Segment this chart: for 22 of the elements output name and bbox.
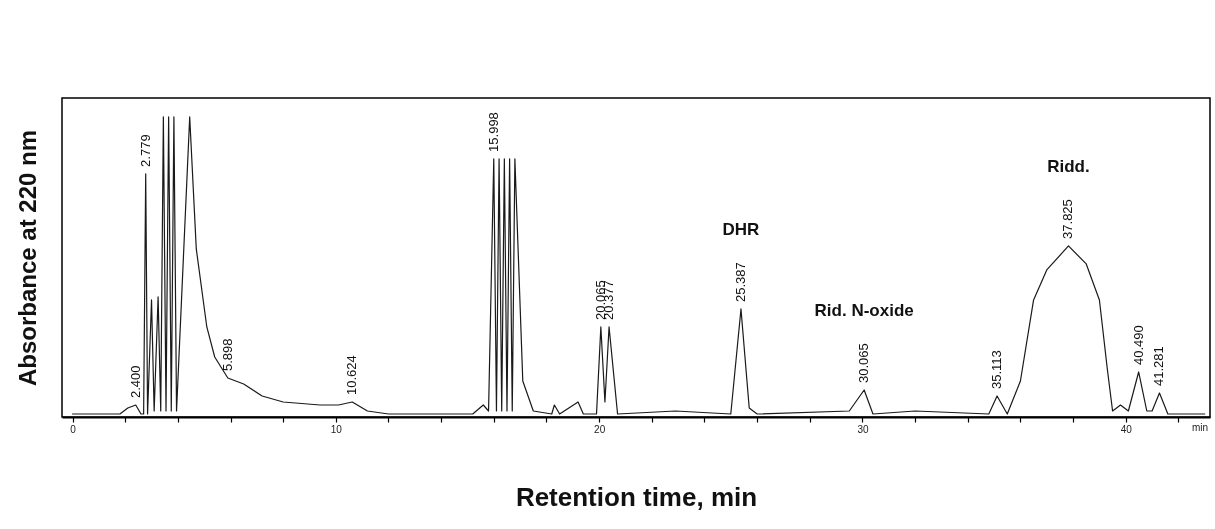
x-tick-label: 10	[330, 423, 343, 435]
annotation: DHR	[722, 219, 760, 239]
annotation: 10.624	[344, 355, 360, 395]
annotation: 30.065	[856, 343, 872, 383]
annotation: 2.779	[137, 134, 153, 167]
annotation: 41.281	[1151, 346, 1167, 386]
annotation: 15.998	[485, 112, 501, 152]
annotation: 25.387	[732, 262, 748, 302]
annotation: 40.490	[1130, 325, 1146, 365]
annotation: 37.825	[1060, 199, 1076, 239]
x-tick-label: 0	[70, 423, 77, 435]
annotation: Ridd.	[1047, 156, 1090, 176]
y-axis-title: Absorbance at 220 nm	[13, 129, 41, 387]
x-tick-label: 40	[1120, 423, 1133, 435]
x-axis-title: Retention time, min	[515, 481, 758, 512]
x-tick-label: 30	[857, 423, 869, 435]
annotation: 35.113	[989, 350, 1005, 389]
text: min	[1191, 422, 1208, 433]
x-tick-label: 20	[594, 423, 606, 435]
annotation: 2.400	[127, 365, 143, 398]
annotation: 5.898	[219, 338, 235, 371]
annotation: Rid. N-oxide	[814, 300, 914, 320]
